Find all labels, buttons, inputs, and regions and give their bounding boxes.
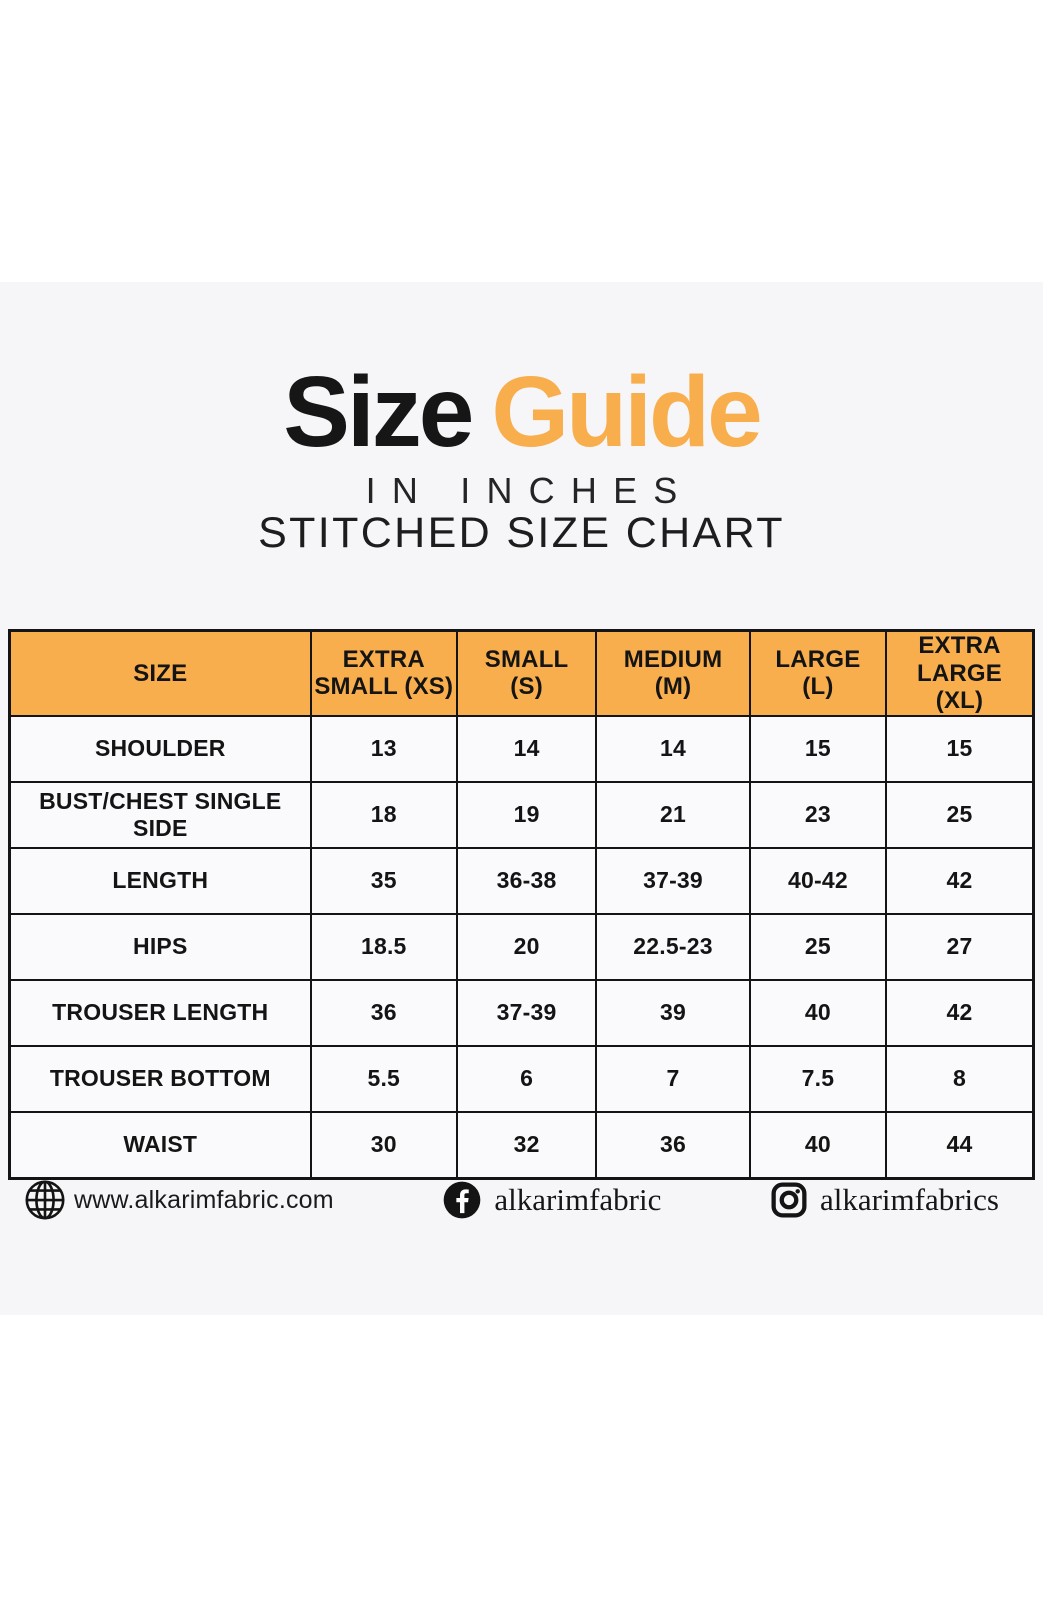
website-url: www.alkarimfabric.com — [74, 1185, 334, 1214]
size-value: 35 — [309, 846, 458, 915]
size-value: 44 — [885, 1110, 1035, 1180]
size-value: 19 — [455, 780, 598, 849]
title-word-guide: Guide — [491, 356, 762, 468]
facebook-icon — [442, 1180, 482, 1220]
size-value: 15 — [885, 714, 1035, 783]
measurement-label: LENGTH — [8, 846, 312, 915]
title-word-size: Size — [283, 356, 474, 468]
column-header-label: SIZE — [133, 659, 188, 687]
size-value: 18.5 — [309, 912, 458, 981]
column-header-label: EXTRA LARGE — [917, 632, 1002, 687]
column-header-m: MEDIUM (M) — [595, 629, 751, 717]
website-item: www.alkarimfabric.com — [24, 1179, 334, 1221]
size-value: 39 — [595, 978, 751, 1047]
size-value: 32 — [455, 1110, 598, 1180]
size-value: 40 — [748, 978, 888, 1047]
measurement-label: WAIST — [8, 1110, 312, 1180]
column-header-xl: EXTRA LARGE (XL) — [885, 629, 1035, 717]
size-value: 18 — [309, 780, 458, 849]
size-value: 37-39 — [595, 846, 751, 915]
column-header-label: LARGE — [775, 645, 861, 673]
size-chart-table: SIZE EXTRA SMALL (XS) SMALL (S) MEDIUM (… — [8, 629, 1035, 1180]
size-value: 27 — [885, 912, 1035, 981]
globe-icon — [24, 1179, 66, 1221]
table-row-bust: BUST/CHEST SINGLE SIDE 18 19 21 23 25 — [8, 780, 1035, 849]
size-value: 20 — [455, 912, 598, 981]
instagram-handle: alkarimfabrics — [819, 1182, 999, 1217]
size-value: 22.5-23 — [595, 912, 751, 981]
table-row-trouser-length: TROUSER LENGTH 36 37-39 39 40 42 — [8, 978, 1035, 1047]
size-value: 42 — [885, 846, 1035, 915]
size-value: 25 — [885, 780, 1035, 849]
measurement-label: TROUSER BOTTOM — [8, 1044, 312, 1113]
size-value: 37-39 — [455, 978, 598, 1047]
size-value: 36 — [309, 978, 458, 1047]
size-value: 40-42 — [748, 846, 888, 915]
column-header-l: LARGE (L) — [748, 629, 888, 717]
size-value: 30 — [309, 1110, 458, 1180]
instagram-item: alkarimfabrics — [770, 1181, 999, 1219]
chart-subtitle: STITCHED SIZE CHART — [258, 509, 785, 557]
size-value: 5.5 — [309, 1044, 458, 1113]
size-value: 7.5 — [748, 1044, 888, 1113]
size-value: 42 — [885, 978, 1035, 1047]
facebook-handle: alkarimfabric — [494, 1182, 662, 1217]
column-header-size: SIZE — [8, 629, 312, 717]
size-value: 40 — [748, 1110, 888, 1180]
footer: www.alkarimfabric.com alkarimfabric alka… — [0, 1176, 1043, 1224]
size-value: 23 — [748, 780, 888, 849]
facebook-item: alkarimfabric — [442, 1180, 661, 1220]
size-value: 15 — [748, 714, 888, 783]
table-row-waist: WAIST 30 32 36 40 44 — [8, 1110, 1035, 1180]
size-value: 6 — [455, 1044, 598, 1113]
column-header-label: SMALL — [484, 645, 569, 673]
size-value: 36-38 — [455, 846, 598, 915]
table-row-shoulder: SHOULDER 13 14 14 15 15 — [8, 714, 1035, 783]
page-title: Size Guide — [0, 362, 1043, 462]
table-row-length: LENGTH 35 36-38 37-39 40-42 42 — [8, 846, 1035, 915]
measurement-label: BUST/CHEST SINGLE SIDE — [8, 780, 312, 849]
size-value: 14 — [455, 714, 598, 783]
header-row: SIZE EXTRA SMALL (XS) SMALL (S) MEDIUM (… — [8, 629, 1035, 717]
measurement-label: HIPS — [8, 912, 312, 981]
units-tagline: IN INCHES — [365, 470, 694, 511]
size-value: 36 — [595, 1110, 751, 1180]
table-row-hips: HIPS 18.5 20 22.5-23 25 27 — [8, 912, 1035, 981]
column-header-s: SMALL (S) — [455, 629, 598, 717]
size-value: 7 — [595, 1044, 751, 1113]
size-value: 13 — [309, 714, 458, 783]
size-value: 8 — [885, 1044, 1035, 1113]
column-header-xs: EXTRA SMALL (XS) — [309, 629, 458, 717]
size-value: 25 — [748, 912, 888, 981]
measurement-label: TROUSER LENGTH — [8, 978, 312, 1047]
measurement-label: SHOULDER — [8, 714, 312, 783]
instagram-icon — [770, 1181, 808, 1219]
table-row-trouser-bottom: TROUSER BOTTOM 5.5 6 7 7.5 8 — [8, 1044, 1035, 1113]
size-value: 21 — [595, 780, 751, 849]
column-header-label: EXTRA — [342, 645, 425, 673]
size-value: 14 — [595, 714, 751, 783]
column-header-label: MEDIUM — [623, 645, 723, 673]
